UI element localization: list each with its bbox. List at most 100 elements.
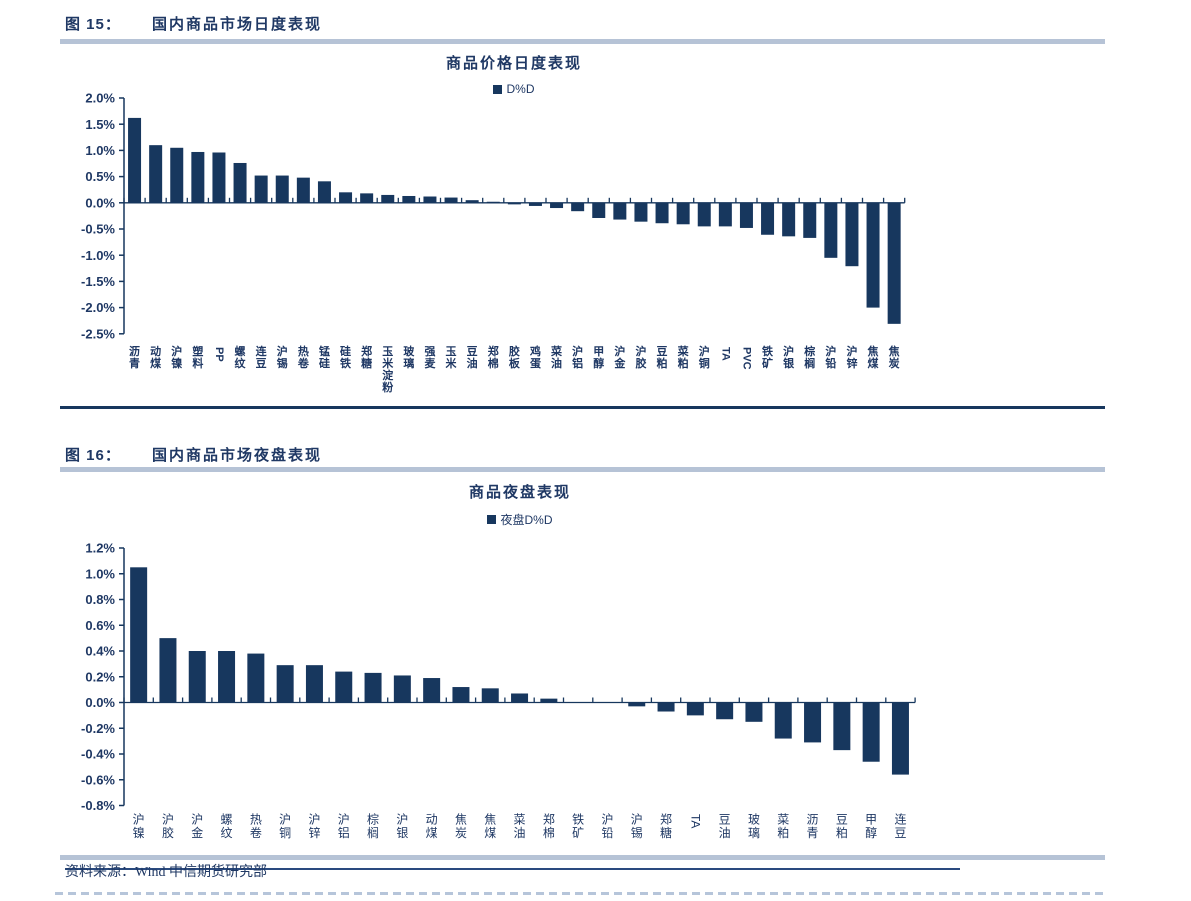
bar (803, 202, 817, 238)
x-label: 沪铅 (601, 812, 613, 840)
bar (598, 702, 616, 703)
x-label: 热卷 (250, 812, 262, 840)
x-label: 棕榈 (803, 344, 815, 370)
y-tick-label: -1.5% (81, 274, 115, 289)
bar (686, 702, 704, 716)
y-tick-label: -2.5% (81, 326, 115, 341)
chart2-legend-label: 夜盘D%D (500, 513, 553, 527)
x-label: 焦炭 (455, 812, 467, 840)
y-tick-label: 1.0% (85, 143, 115, 158)
bar (339, 192, 353, 203)
bar (862, 702, 880, 762)
bars (130, 567, 909, 775)
y-tick-label: 0.0% (85, 195, 115, 210)
bar (423, 678, 441, 703)
bar (275, 175, 289, 203)
x-label: 郑糖 (660, 811, 672, 840)
y-tick-label: 2.0% (85, 91, 115, 106)
chart1-legend: D%D (60, 82, 968, 96)
x-label: 郑棉 (488, 344, 499, 370)
bar (511, 693, 529, 703)
bar (550, 202, 564, 209)
x-label: 螺纹 (221, 812, 233, 840)
x-label: 甲醇 (593, 345, 604, 370)
figure-16-caption-title: 国内商品市场夜盘表现 (152, 447, 323, 464)
y-tick-label: -1.0% (81, 248, 115, 263)
bar (782, 202, 796, 237)
x-label: 沪锌 (308, 812, 320, 840)
x-label: 玉米 (445, 345, 458, 370)
x-label: 沪金 (613, 344, 626, 370)
bars (128, 117, 901, 324)
x-label: 豆粕 (657, 345, 668, 370)
y-tick-label: 0.4% (85, 644, 115, 659)
figure-16-divider (60, 467, 1105, 472)
bar (718, 202, 732, 227)
x-label: 甲醇 (865, 812, 877, 840)
bar (676, 202, 690, 225)
bar (745, 702, 763, 722)
x-label: 硅铁 (340, 344, 351, 370)
bar (393, 675, 411, 703)
page-bottom-dashed-rule (55, 892, 1105, 895)
figure-15-caption: 图 15： 国内商品市场日度表现 (65, 13, 322, 34)
chart2-legend: 夜盘D%D (60, 511, 980, 528)
bar (891, 702, 909, 775)
bar (276, 665, 294, 703)
x-label: 沥青 (807, 812, 819, 840)
bar (592, 202, 606, 218)
y-tick-label: 1.5% (85, 117, 115, 132)
x-label: PP (213, 347, 225, 362)
x-label: 强麦 (424, 345, 436, 370)
x-label: 菜油 (550, 344, 563, 370)
bar (824, 202, 838, 258)
y-tick-label: 0.2% (85, 669, 115, 684)
y-tick-label: 0.8% (85, 592, 115, 607)
bar (317, 181, 331, 203)
x-label: 豆油 (467, 345, 478, 370)
x-label: 焦炭 (888, 344, 900, 370)
x-label: 沪银 (396, 812, 408, 840)
bar (716, 702, 734, 720)
bar (296, 177, 310, 203)
bar (569, 702, 587, 703)
bar (149, 145, 163, 203)
x-label: 豆油 (719, 812, 731, 840)
y-tick-label: 0.0% (85, 695, 115, 710)
bar (833, 702, 851, 751)
bar (657, 702, 675, 712)
bar (218, 651, 236, 703)
y-tick-labels: 1.2% 1.0% 0.8% 0.6% 0.4% 0.2% 0.0% -0.2% -0.4% -0… (81, 541, 115, 814)
x-label: 郑棉 (543, 811, 555, 840)
chart2-panel-bottom-border (65, 868, 960, 870)
bar (540, 698, 558, 703)
y-tick-label: -0.5% (81, 222, 115, 237)
x-label: 菜粕 (677, 344, 690, 370)
bar (364, 672, 382, 703)
footer-divider (60, 855, 1105, 860)
chart1-legend-swatch-icon (493, 84, 503, 94)
bar (305, 665, 323, 703)
bar (866, 202, 880, 308)
x-label: 沪金 (191, 812, 203, 840)
bar (845, 202, 859, 267)
x-label: 棕榈 (367, 811, 379, 840)
x-label: 沥青 (129, 344, 140, 370)
bar (233, 162, 247, 203)
x-label: 沪铜 (279, 812, 291, 840)
bar (188, 651, 206, 703)
bar (254, 175, 268, 203)
bar (613, 202, 627, 220)
x-label: PVC (740, 347, 752, 370)
figure-15-caption-label: 图 15： (65, 16, 121, 33)
bar (465, 200, 479, 203)
y-tick-label: 0.6% (85, 618, 115, 633)
y-tick-label: -0.4% (81, 747, 115, 762)
x-label: 焦煤 (484, 812, 496, 840)
chart2-legend-swatch-icon (487, 515, 497, 524)
bar (247, 653, 265, 703)
bar (887, 202, 901, 324)
source-note: 资料来源：Wind 中信期货研究部 (65, 865, 268, 880)
x-label: 胶板 (509, 344, 521, 370)
